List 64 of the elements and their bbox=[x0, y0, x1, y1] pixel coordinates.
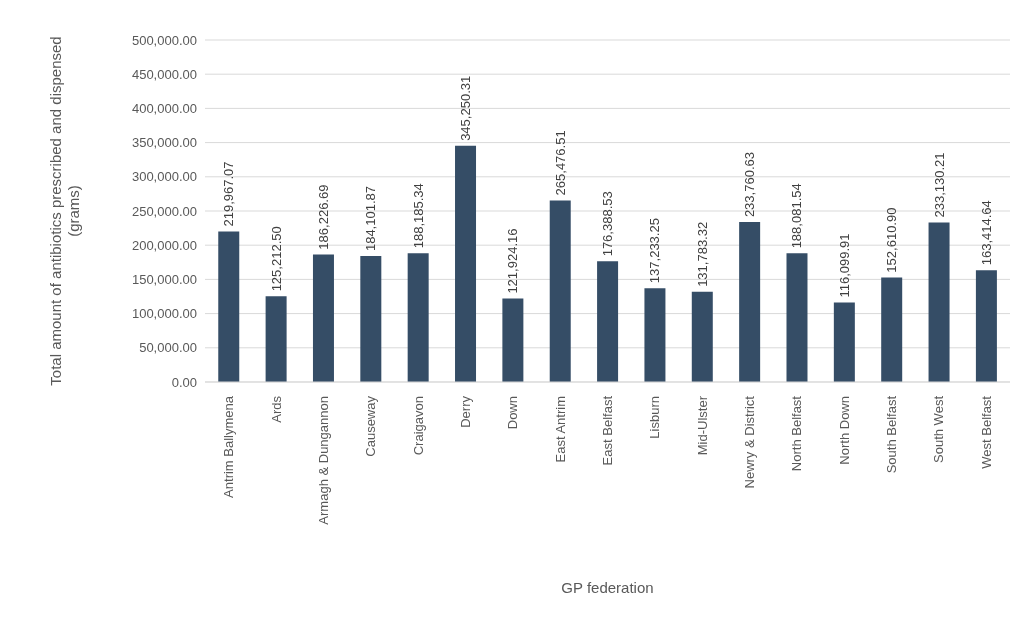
y-tick-label: 150,000.00 bbox=[131, 272, 197, 288]
x-tick-label: North Down bbox=[836, 396, 852, 465]
data-label: 233,760.63 bbox=[742, 152, 758, 218]
x-tick-label: Mid-Ulster bbox=[694, 395, 710, 456]
x-tick-label: Causeway bbox=[363, 395, 379, 457]
x-tick-label: Antrim Ballymena bbox=[221, 395, 237, 498]
data-label: 163,414.64 bbox=[978, 200, 994, 266]
y-tick-label: 200,000.00 bbox=[131, 237, 197, 253]
y-tick-label: 0.00 bbox=[171, 374, 197, 390]
data-label: 345,250.31 bbox=[458, 75, 474, 141]
y-tick-label: 50,000.00 bbox=[139, 340, 197, 356]
bar bbox=[928, 222, 950, 382]
bar bbox=[218, 231, 240, 382]
x-tick-label: East Antrim bbox=[552, 396, 568, 463]
x-tick-label: East Belfast bbox=[600, 395, 615, 466]
x-tick-label: Craigavon bbox=[410, 396, 426, 456]
y-tick-label: 250,000.00 bbox=[131, 203, 197, 219]
x-tick-label: Down bbox=[505, 396, 521, 430]
data-label: 121,924.16 bbox=[505, 228, 521, 294]
data-label: 188,185.34 bbox=[410, 183, 426, 249]
bar bbox=[549, 200, 571, 382]
bar bbox=[833, 302, 855, 382]
y-tick-label: 350,000.00 bbox=[131, 135, 197, 151]
y-axis-title: Total amount of antibiotics prescribed and dispensed (grams) bbox=[47, 36, 82, 386]
x-tick-label: South West bbox=[931, 395, 947, 463]
x-tick-label: West Belfast bbox=[978, 395, 994, 469]
y-tick-label: 100,000.00 bbox=[131, 306, 197, 322]
bar bbox=[502, 298, 524, 382]
data-label: 219,967.07 bbox=[221, 161, 237, 227]
data-label: 265,476.51 bbox=[552, 130, 568, 196]
x-tick-label: Newry & District bbox=[742, 395, 758, 489]
y-tick-label: 450,000.00 bbox=[131, 66, 197, 82]
bar bbox=[644, 288, 666, 382]
y-tick-label: 500,000.00 bbox=[131, 32, 197, 48]
data-label: 184,101.87 bbox=[363, 186, 379, 252]
data-label: 116,099.91 bbox=[836, 233, 852, 298]
x-tick-label: Ards bbox=[268, 395, 284, 423]
y-tick-label: 400,000.00 bbox=[131, 101, 197, 117]
data-label: 188,081.54 bbox=[789, 183, 805, 249]
data-label: 131,783.32 bbox=[694, 221, 710, 287]
x-tick-label: North Belfast bbox=[789, 395, 805, 472]
bar bbox=[312, 254, 334, 382]
bar bbox=[881, 277, 903, 382]
bar bbox=[265, 296, 287, 382]
bar bbox=[597, 261, 619, 382]
data-label: 233,130.21 bbox=[931, 152, 947, 218]
bar bbox=[975, 270, 997, 382]
data-label: 125,212.50 bbox=[268, 226, 284, 292]
x-tick-label: Lisburn bbox=[647, 396, 663, 439]
data-label: 152,610.90 bbox=[884, 207, 900, 273]
data-label: 176,388.53 bbox=[600, 191, 616, 257]
bar bbox=[360, 256, 382, 382]
data-label: 137,233.25 bbox=[647, 218, 663, 284]
x-tick-label: Derry bbox=[457, 395, 473, 428]
y-tick-label: 300,000.00 bbox=[131, 169, 197, 185]
bar bbox=[691, 291, 713, 382]
data-label: 186,226.69 bbox=[315, 184, 331, 250]
bar bbox=[455, 145, 477, 382]
x-tick-label: Armagh & Dungannon bbox=[315, 396, 331, 525]
bar bbox=[786, 253, 808, 382]
bar bbox=[407, 253, 429, 382]
x-tick-label: South Belfast bbox=[884, 395, 900, 474]
bar bbox=[739, 222, 761, 382]
x-axis-title: GP federation bbox=[561, 578, 654, 596]
